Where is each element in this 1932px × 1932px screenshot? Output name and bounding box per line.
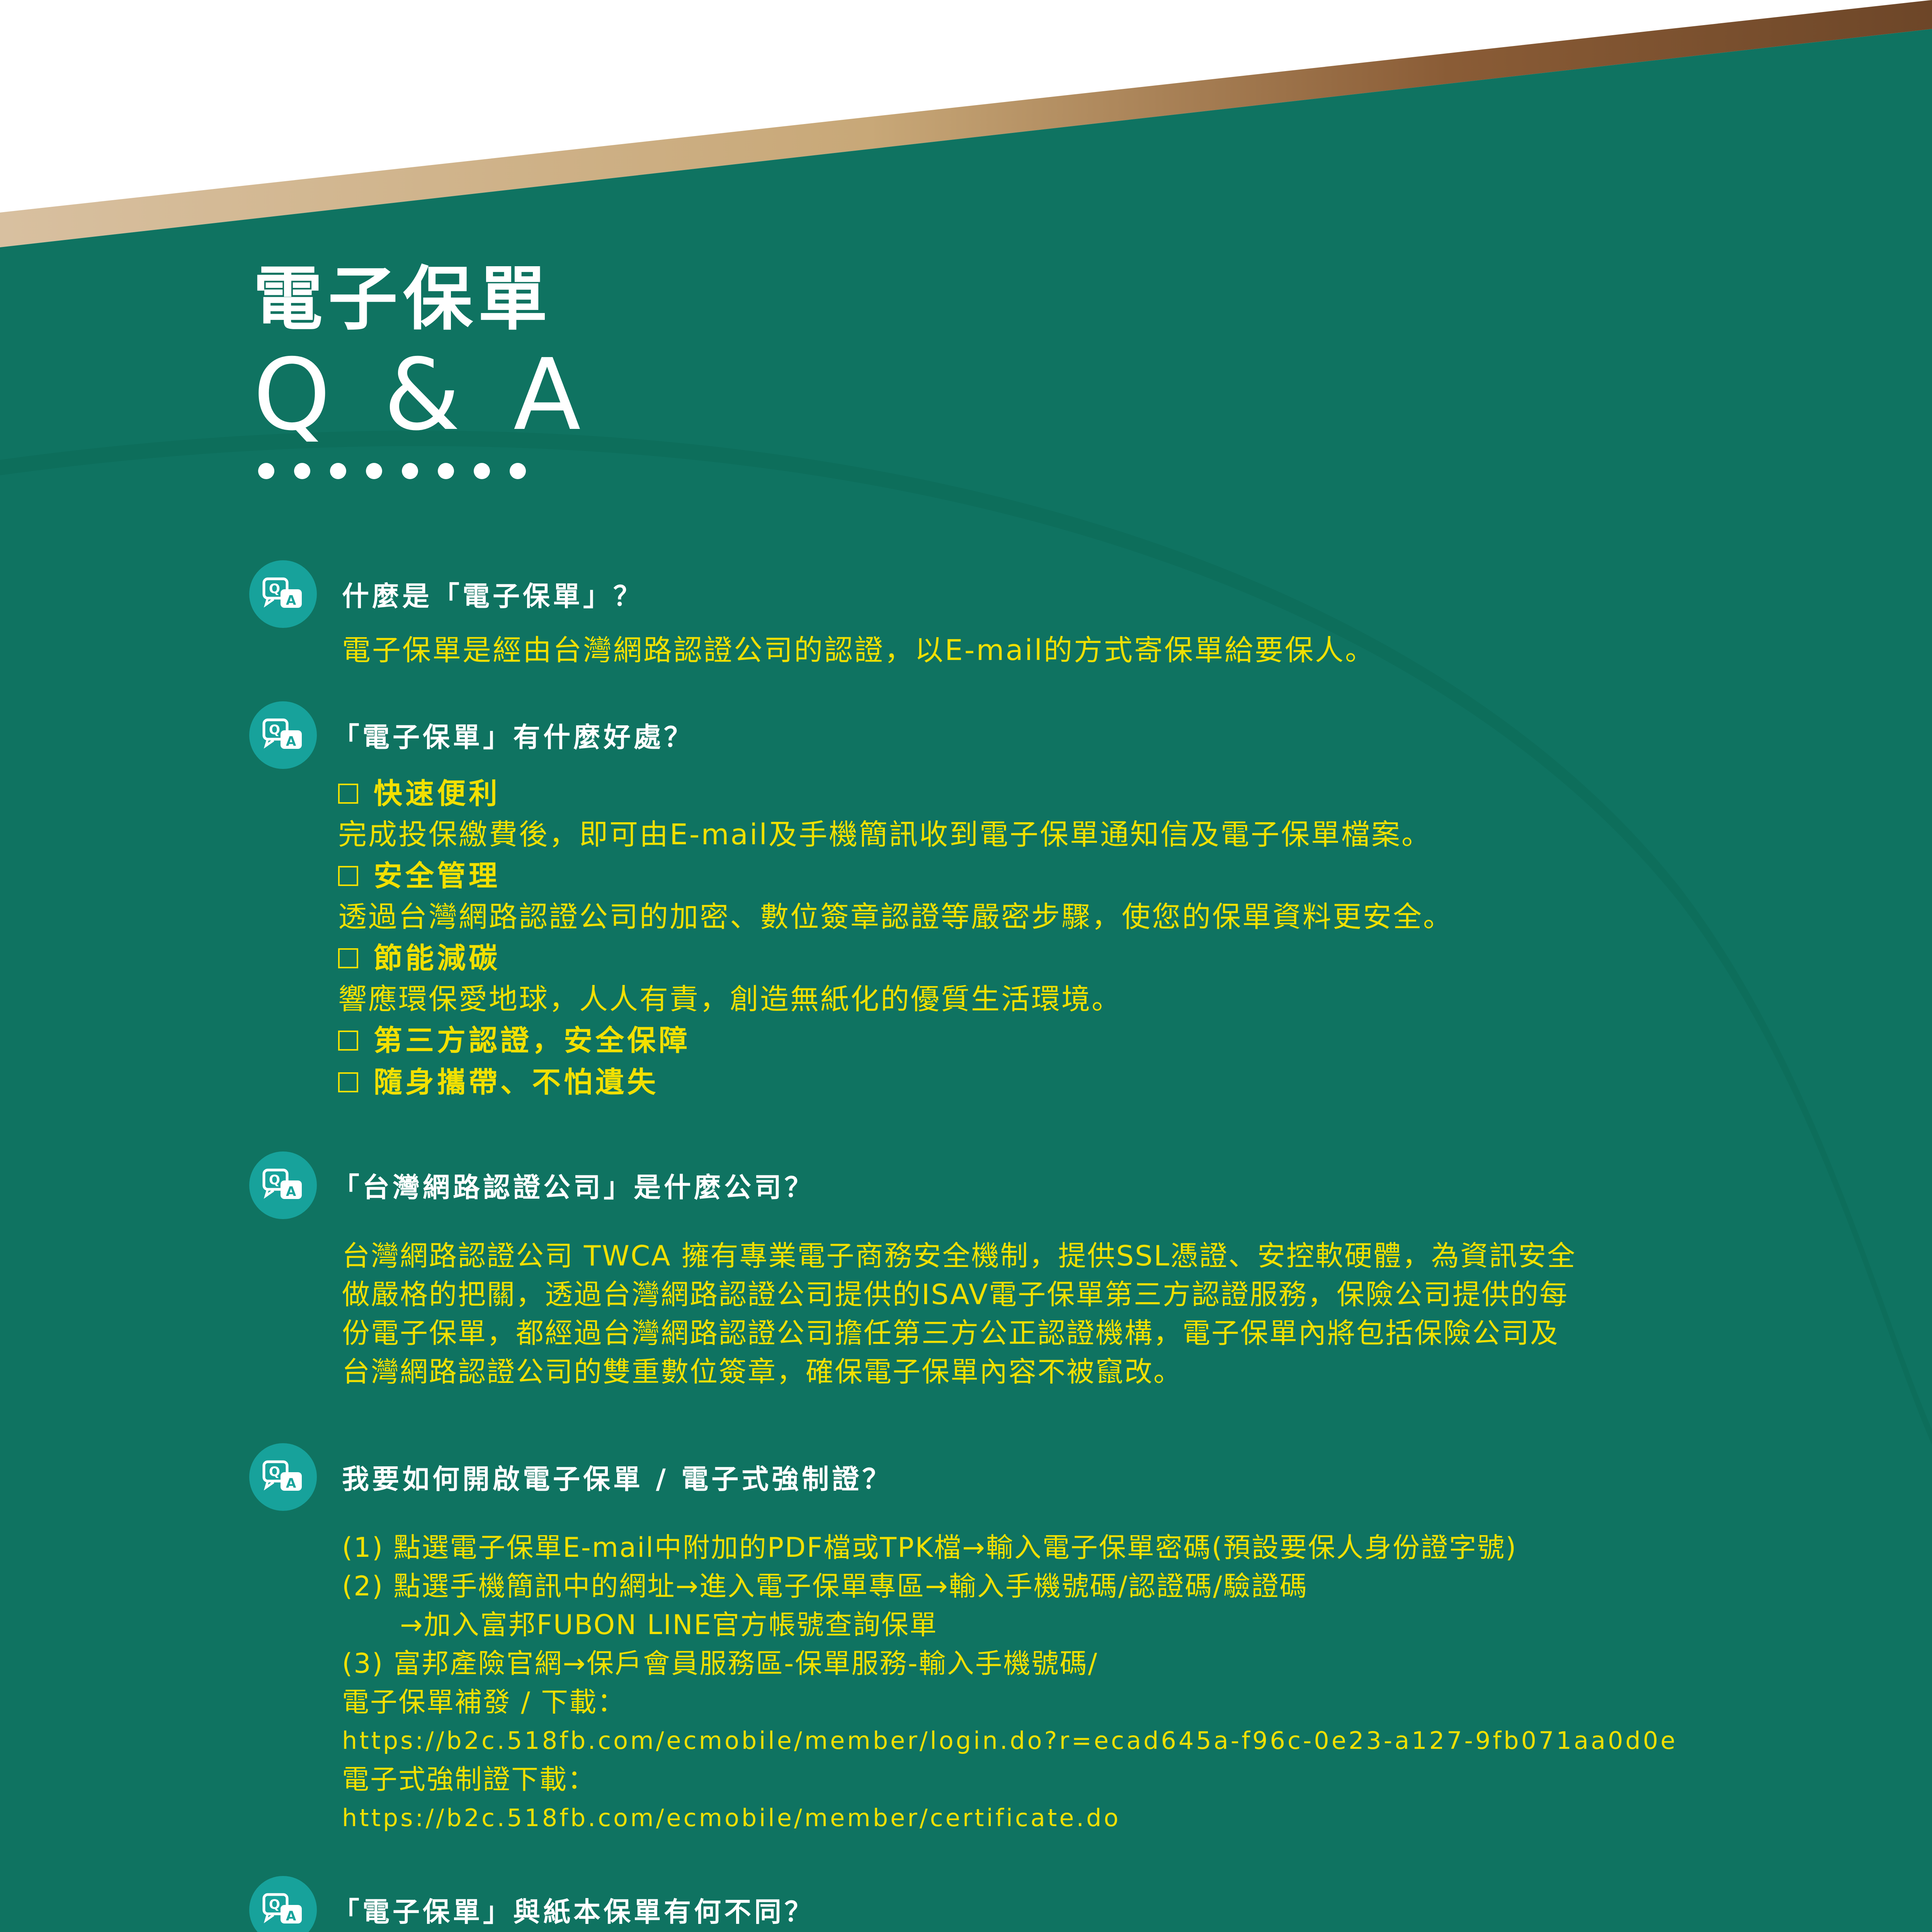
svg-text:A: A: [286, 734, 296, 749]
svg-text:Q: Q: [269, 1172, 280, 1188]
benefit-desc: 透過台灣網路認證公司的加密、數位簽章認證等嚴密步驟，使您的保單資料更安全。: [338, 900, 1453, 934]
dot: [438, 463, 454, 479]
login-link[interactable]: https://b2c.518fb.com/ecmobile/member/lo…: [342, 1726, 1678, 1755]
svg-text:Q: Q: [269, 1897, 280, 1912]
dot: [510, 463, 526, 479]
benefit-title: 第三方認證，安全保障: [374, 1024, 690, 1057]
svg-text:Q: Q: [269, 581, 280, 597]
benefit-item: 安全管理 透過台灣網路認證公司的加密、數位簽章認證等嚴密步驟，使您的保單資料更安…: [338, 855, 1453, 937]
checkbox-icon: [338, 1072, 358, 1092]
title-block: 電子保單 Q & A: [253, 259, 592, 452]
checkbox-icon: [338, 948, 358, 968]
benefit-item: 隨身攜帶、不怕遺失: [338, 1061, 1453, 1103]
question-text: 我要如何開啟電子保單 / 電子式強制證？: [342, 1463, 893, 1495]
page-subtitle: Q & A: [253, 338, 592, 452]
benefit-title: 節能減碳: [374, 942, 500, 975]
svg-text:A: A: [286, 593, 296, 608]
checkbox-icon: [338, 784, 358, 804]
decorative-dots: [258, 463, 526, 479]
benefit-title: 安全管理: [374, 859, 500, 893]
certificate-link[interactable]: https://b2c.518fb.com/ecmobile/member/ce…: [342, 1804, 1121, 1832]
dot: [474, 463, 490, 479]
answer-line: 份電子保單，都經過台灣網路認證公司擔任第三方公正認證機構，電子保單內將包括保險公…: [342, 1317, 1560, 1349]
answer-line: 台灣網路認證公司的雙重數位簽章，確保電子保單內容不被竄改。: [342, 1355, 1183, 1388]
answer-text: 台灣網路認證公司 TWCA 擁有專業電子商務安全機制，提供SSL憑證、安控軟硬體…: [342, 1236, 1576, 1391]
main-panel: [0, 446, 1932, 1932]
answer-text: (1) 點選電子保單E-mail中附加的PDF檔或TPK檔→輸入電子保單密碼(預…: [342, 1528, 1677, 1837]
svg-text:Q: Q: [269, 1464, 280, 1480]
benefit-item: 節能減碳 響應環保愛地球，人人有責，創造無紙化的優質生活環境。: [338, 937, 1453, 1020]
dot: [330, 463, 346, 479]
answer-line: 台灣網路認證公司 TWCA 擁有專業電子商務安全機制，提供SSL憑證、安控軟硬體…: [342, 1240, 1576, 1272]
benefit-desc: 完成投保繳費後，即可由E-mail及手機簡訊收到電子保單通知信及電子保單檔案。: [338, 818, 1432, 851]
dot: [258, 463, 274, 479]
answer-line: 做嚴格的把關，透過台灣網路認證公司提供的ISAV電子保單第三方認證服務，保險公司…: [342, 1278, 1569, 1311]
answer-line: →加入富邦FUBON LINE官方帳號查詢保單: [400, 1609, 938, 1641]
svg-text:Q: Q: [269, 722, 280, 738]
dot: [294, 463, 310, 479]
question-text: 「台灣網路認證公司」是什麼公司？: [332, 1172, 815, 1203]
answer-line: (3) 富邦產險官網→保戶會員服務區-保單服務-輸入手機號碼/: [342, 1648, 1099, 1679]
question-text: 「電子保單」與紙本保單有何不同？: [332, 1896, 815, 1928]
checkbox-icon: [338, 1031, 358, 1051]
answer-line: 電子式強制證下載：: [342, 1764, 596, 1795]
question-text: 什麼是「電子保單」？: [342, 580, 643, 612]
svg-text:A: A: [286, 1908, 296, 1924]
dot: [366, 463, 382, 479]
svg-text:A: A: [286, 1476, 296, 1491]
gold-stripe: [0, 0, 1932, 247]
benefit-item: 快速便利 完成投保繳費後，即可由E-mail及手機簡訊收到電子保單通知信及電子保…: [338, 773, 1453, 855]
dot: [402, 463, 418, 479]
answer-line: 電子保單補發 / 下載：: [342, 1686, 626, 1718]
answer-text: 電子保單是經由台灣網路認證公司的認證，以E-mail的方式寄保單給要保人。: [342, 634, 1376, 667]
benefit-item: 第三方認證，安全保障: [338, 1020, 1453, 1061]
qa-item-5: QA 「電子保單」與紙本保單有何不同？ 電子保單的法律效力與紙本保單是相同的。: [249, 1876, 915, 1932]
answer-line: (2) 點選手機簡訊中的網址→進入電子保單專區→輸入手機號碼/認證碼/驗證碼: [342, 1570, 1308, 1602]
checkbox-icon: [338, 866, 358, 886]
answer-line: (1) 點選電子保單E-mail中附加的PDF檔或TPK檔→輸入電子保單密碼(預…: [342, 1532, 1517, 1563]
question-text: 「電子保單」有什麼好處？: [332, 721, 694, 753]
benefit-title: 快速便利: [374, 777, 500, 810]
benefit-title: 隨身攜帶、不怕遺失: [374, 1066, 659, 1099]
svg-text:A: A: [286, 1184, 296, 1199]
benefit-desc: 響應環保愛地球，人人有責，創造無紙化的優質生活環境。: [338, 983, 1122, 1016]
page-title: 電子保單: [253, 259, 553, 340]
